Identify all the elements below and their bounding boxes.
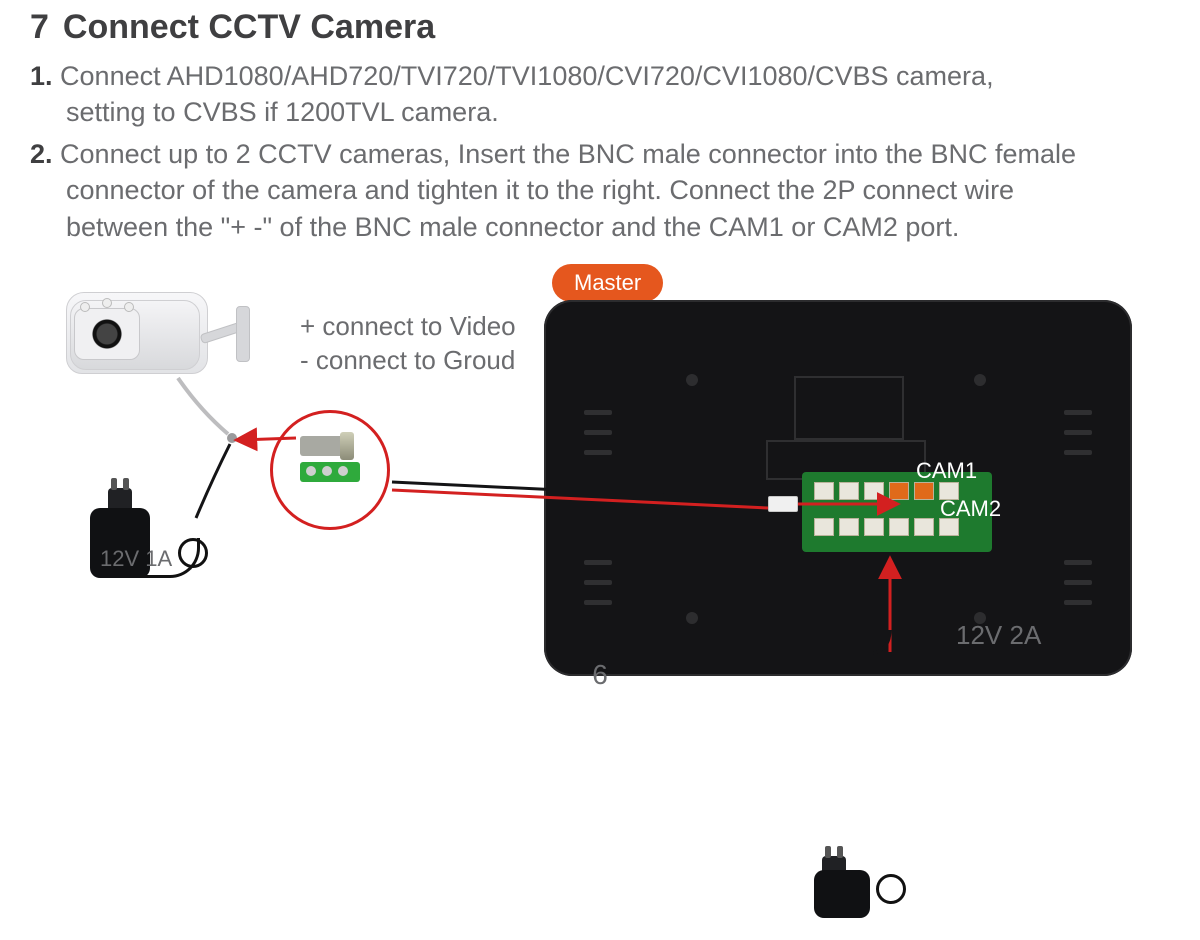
step-1: 1. Connect AHD1080/AHD720/TVI720/TVI1080…	[30, 58, 1170, 131]
section-number: 7	[30, 8, 49, 47]
step-2-label: 2.	[30, 139, 53, 169]
wire-plug-icon	[768, 496, 798, 512]
step-2-line3: between the "+ -" of the BNC male connec…	[30, 209, 1170, 245]
bnc-screws-icon	[306, 466, 350, 478]
psu-right-label: 12V 2A	[956, 620, 1041, 651]
polarity-minus: - connect to Groud	[300, 344, 516, 378]
page-number: 6	[0, 659, 1200, 691]
cctv-camera-icon	[30, 270, 260, 410]
bnc-connector-icon	[300, 436, 344, 456]
step-2-line1: Connect up to 2 CCTV cameras, Insert the…	[60, 139, 1076, 169]
step-1-line1: Connect AHD1080/AHD720/TVI720/TVI1080/CV…	[60, 61, 994, 91]
bnc-ring-icon	[340, 432, 354, 460]
section-title: Connect CCTV Camera	[63, 8, 435, 47]
step-2: 2. Connect up to 2 CCTV cameras, Insert …	[30, 136, 1170, 245]
cam2-label: CAM2	[940, 496, 1001, 522]
psu-left-label: 12V 1A	[100, 546, 172, 572]
polarity-note: + connect to Video - connect to Groud	[300, 310, 516, 378]
section-heading: 7 Connect CCTV Camera	[30, 8, 435, 47]
cam1-label: CAM1	[916, 458, 977, 484]
master-badge: Master	[552, 264, 663, 302]
power-adapter-right-icon	[810, 850, 950, 940]
step-1-line2: setting to CVBS if 1200TVL camera.	[30, 94, 1170, 130]
step-2-line2: connector of the camera and tighten it t…	[30, 172, 1170, 208]
polarity-plus: + connect to Video	[300, 310, 516, 344]
step-1-label: 1.	[30, 61, 53, 91]
